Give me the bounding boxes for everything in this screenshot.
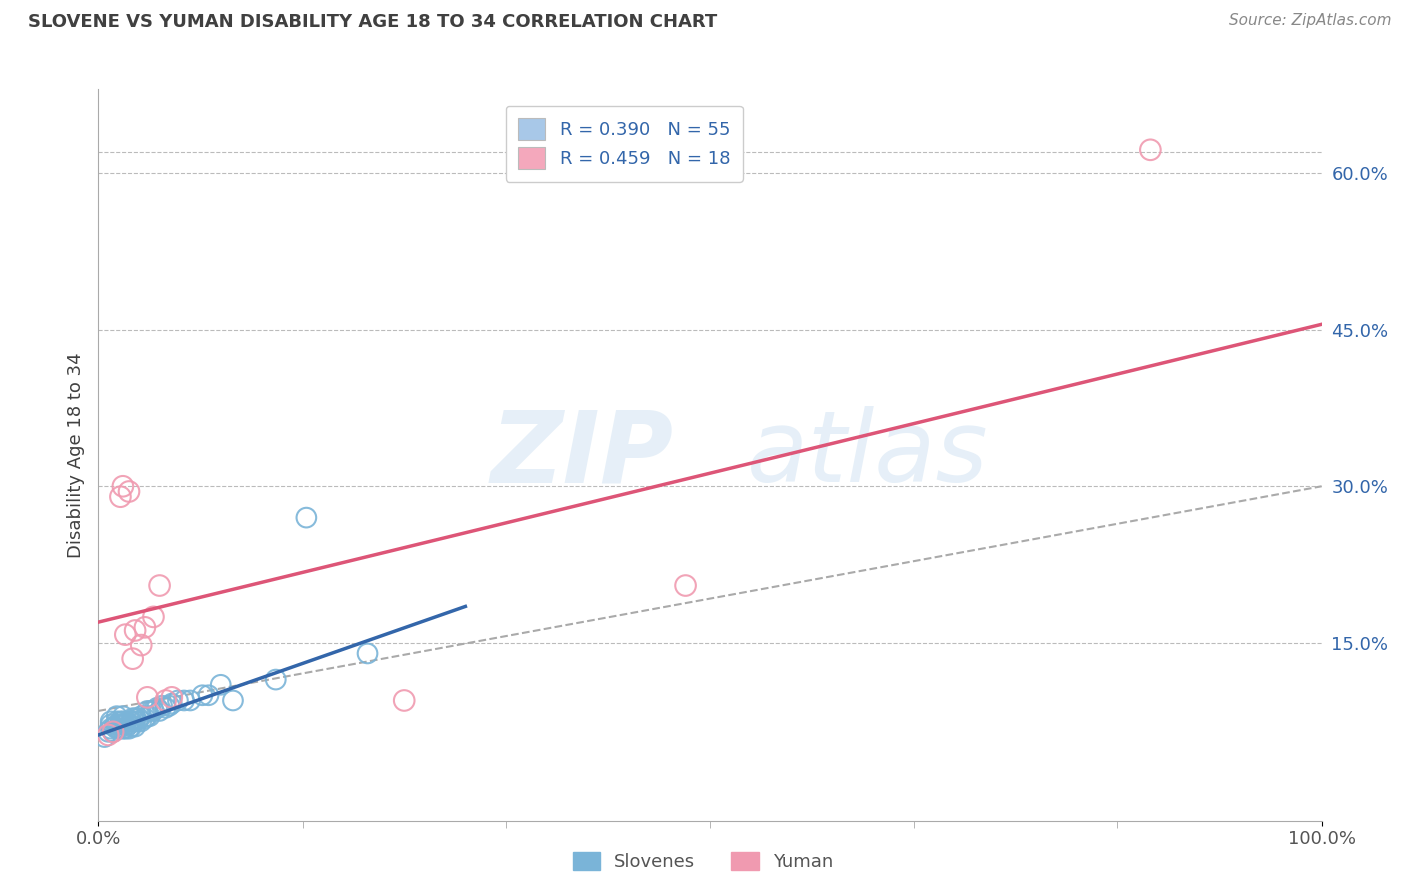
Point	[124, 720, 146, 734]
Point	[100, 717, 122, 731]
Point	[1139, 143, 1161, 157]
Point	[111, 722, 134, 736]
Text: SLOVENE VS YUMAN DISABILITY AGE 18 TO 34 CORRELATION CHART: SLOVENE VS YUMAN DISABILITY AGE 18 TO 34…	[28, 13, 717, 31]
Point	[103, 720, 125, 734]
Y-axis label: Disability Age 18 to 34: Disability Age 18 to 34	[66, 352, 84, 558]
Point	[105, 717, 128, 731]
Point	[128, 711, 150, 725]
Text: atlas: atlas	[747, 407, 988, 503]
Point	[129, 638, 152, 652]
Point	[111, 709, 134, 723]
Point	[149, 704, 172, 718]
Point	[160, 690, 183, 705]
Point	[167, 693, 190, 707]
Point	[149, 578, 172, 592]
Point	[139, 709, 162, 723]
Point	[222, 693, 245, 707]
Point	[160, 697, 183, 711]
Point	[264, 673, 287, 687]
Point	[114, 717, 136, 731]
Point	[120, 714, 142, 729]
Point	[124, 624, 146, 638]
Point	[139, 704, 162, 718]
Point	[114, 627, 136, 641]
Point	[155, 700, 177, 714]
Point	[110, 490, 132, 504]
Legend: Slovenes, Yuman: Slovenes, Yuman	[565, 845, 841, 879]
Point	[93, 730, 115, 744]
Point	[146, 700, 169, 714]
Point	[127, 714, 149, 729]
Point	[108, 722, 131, 736]
Point	[134, 620, 156, 634]
Point	[675, 578, 697, 592]
Point	[129, 714, 152, 729]
Point	[129, 709, 152, 723]
Point	[179, 693, 201, 707]
Point	[142, 704, 165, 718]
Point	[97, 724, 120, 739]
Point	[157, 698, 180, 713]
Point	[197, 688, 219, 702]
Point	[134, 711, 156, 725]
Point	[121, 711, 143, 725]
Point	[101, 724, 124, 739]
Point	[173, 693, 195, 707]
Point	[111, 479, 134, 493]
Point	[111, 714, 134, 729]
Point	[150, 698, 173, 713]
Point	[191, 688, 214, 702]
Point	[110, 717, 132, 731]
Point	[100, 714, 122, 729]
Point	[136, 704, 159, 718]
Point	[118, 717, 141, 731]
Point	[124, 711, 146, 725]
Point	[100, 722, 122, 736]
Point	[110, 714, 132, 729]
Point	[136, 709, 159, 723]
Point	[111, 717, 134, 731]
Point	[136, 690, 159, 705]
Point	[97, 728, 120, 742]
Point	[105, 714, 128, 729]
Point	[105, 709, 128, 723]
Point	[118, 722, 141, 736]
Point	[105, 722, 128, 736]
Point	[121, 651, 143, 665]
Text: ZIP: ZIP	[491, 407, 673, 503]
Point	[118, 484, 141, 499]
Legend: R = 0.390   N = 55, R = 0.459   N = 18: R = 0.390 N = 55, R = 0.459 N = 18	[506, 105, 742, 182]
Text: Source: ZipAtlas.com: Source: ZipAtlas.com	[1229, 13, 1392, 29]
Point	[356, 647, 378, 661]
Point	[115, 714, 138, 729]
Point	[209, 678, 232, 692]
Point	[142, 610, 165, 624]
Point	[101, 724, 124, 739]
Point	[124, 714, 146, 729]
Point	[114, 722, 136, 736]
Point	[155, 693, 177, 707]
Point	[392, 693, 416, 707]
Point	[295, 510, 318, 524]
Point	[120, 720, 142, 734]
